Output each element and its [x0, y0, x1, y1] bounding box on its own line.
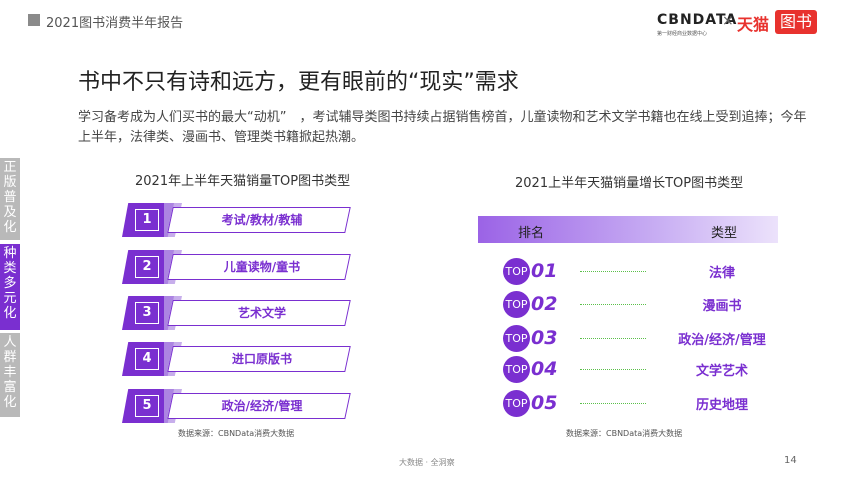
top-badge: TOP [503, 258, 530, 285]
rank-item: 4 进口原版书 [120, 342, 352, 376]
side-tab-diversified[interactable]: 种 类 多 元 化 [0, 244, 20, 330]
side-tab-char: 种 [3, 246, 17, 261]
top-rank-number: 04 [531, 358, 558, 380]
top-badge: TOP [503, 356, 530, 383]
rank-item: 3 艺术文学 [120, 296, 352, 330]
side-tab-genuine[interactable]: 正 版 普 及 化 [0, 158, 20, 240]
top-rank-number: 03 [531, 327, 558, 349]
side-tab-char: 化 [3, 395, 17, 410]
dotted-connector [580, 338, 646, 339]
rank-label: 儿童读物/童书 [223, 260, 301, 274]
dotted-connector [580, 403, 646, 404]
side-tab-audience[interactable]: 人 群 丰 富 化 [0, 333, 20, 417]
side-tab-char: 普 [3, 190, 17, 205]
top-rank-number: 05 [531, 392, 558, 414]
table-row: TOP 02 漫画书 [500, 291, 800, 318]
cbndata-logo-subtitle: 第一财经商业数据中心 [657, 31, 708, 37]
page-title: 书中不只有诗和远方，更有眼前的“现实”需求 [78, 70, 519, 95]
footer-slogan: 大数据 · 全洞察 [399, 458, 455, 467]
top-badge: TOP [503, 291, 530, 318]
table-row: TOP 01 法律 [500, 258, 800, 285]
header-square-icon [28, 14, 40, 26]
table-row: TOP 04 文学艺术 [500, 356, 800, 383]
page-number: 14 [784, 455, 797, 466]
rank-label: 艺术文学 [237, 306, 286, 320]
top-type-label: 历史地理 [695, 398, 748, 413]
report-title: 2021图书消费半年报告 [46, 16, 184, 31]
table-header-bar [478, 216, 778, 243]
side-tab-char: 人 [3, 335, 17, 350]
side-tab-char: 化 [3, 306, 17, 321]
top-rank-number: 02 [531, 293, 558, 315]
top-type-label: 漫画书 [702, 299, 742, 314]
top-badge: TOP [503, 325, 530, 352]
side-tab-char: 富 [3, 380, 17, 395]
top-type-label: 政治/经济/管理 [678, 333, 766, 348]
rank-number: 4 [135, 348, 159, 370]
brand-separator: × [722, 13, 734, 29]
rank-label: 进口原版书 [231, 352, 292, 366]
rank-item: 2 儿童读物/童书 [120, 250, 352, 284]
dotted-connector [580, 271, 646, 272]
top-type-label: 法律 [708, 266, 735, 281]
side-tab-char: 版 [3, 175, 17, 190]
dotted-connector [580, 369, 646, 370]
left-data-source: 数据来源：CBNData消费大数据 [178, 429, 295, 438]
table-row: TOP 03 政治/经济/管理 [500, 325, 800, 352]
table-row: TOP 05 历史地理 [500, 390, 800, 417]
column-header-rank: 排名 [518, 226, 545, 241]
rank-number: 2 [135, 256, 159, 278]
intro-paragraph: 学习备考成为人们买书的最大“动机” ，考试辅导类图书持续占据销售榜首，儿童读物和… [78, 110, 807, 145]
rank-label: 政治/经济/管理 [221, 399, 303, 413]
side-tab-char: 元 [3, 291, 17, 306]
side-tab-char: 多 [3, 276, 17, 291]
top-rank-number: 01 [531, 260, 558, 282]
rank-label: 考试/教材/教辅 [221, 213, 303, 227]
dotted-connector [580, 304, 646, 305]
side-tab-char: 及 [3, 205, 17, 220]
rank-number: 5 [135, 395, 159, 417]
side-tab-char: 类 [3, 261, 17, 276]
rank-number: 1 [135, 209, 159, 231]
left-section-title: 2021年上半年天猫销量TOP图书类型 [135, 174, 351, 189]
side-tab-char: 正 [3, 160, 17, 175]
tmall-logo: 天猫 [737, 15, 770, 34]
cbndata-logo: CBNDATA [657, 12, 738, 28]
side-tab-char: 丰 [3, 365, 17, 380]
tmall-book-logo: 图书 [775, 10, 817, 34]
side-tab-char: 群 [3, 350, 17, 365]
top-type-label: 文学艺术 [695, 364, 748, 379]
right-section-title: 2021上半年天猫销量增长TOP图书类型 [515, 176, 744, 191]
side-tab-char: 化 [3, 220, 17, 235]
top-badge: TOP [503, 390, 530, 417]
column-header-type: 类型 [711, 226, 738, 241]
rank-item: 1 考试/教材/教辅 [120, 203, 352, 237]
right-data-source: 数据来源：CBNData消费大数据 [566, 429, 683, 438]
rank-number: 3 [135, 302, 159, 324]
rank-item: 5 政治/经济/管理 [120, 389, 352, 423]
